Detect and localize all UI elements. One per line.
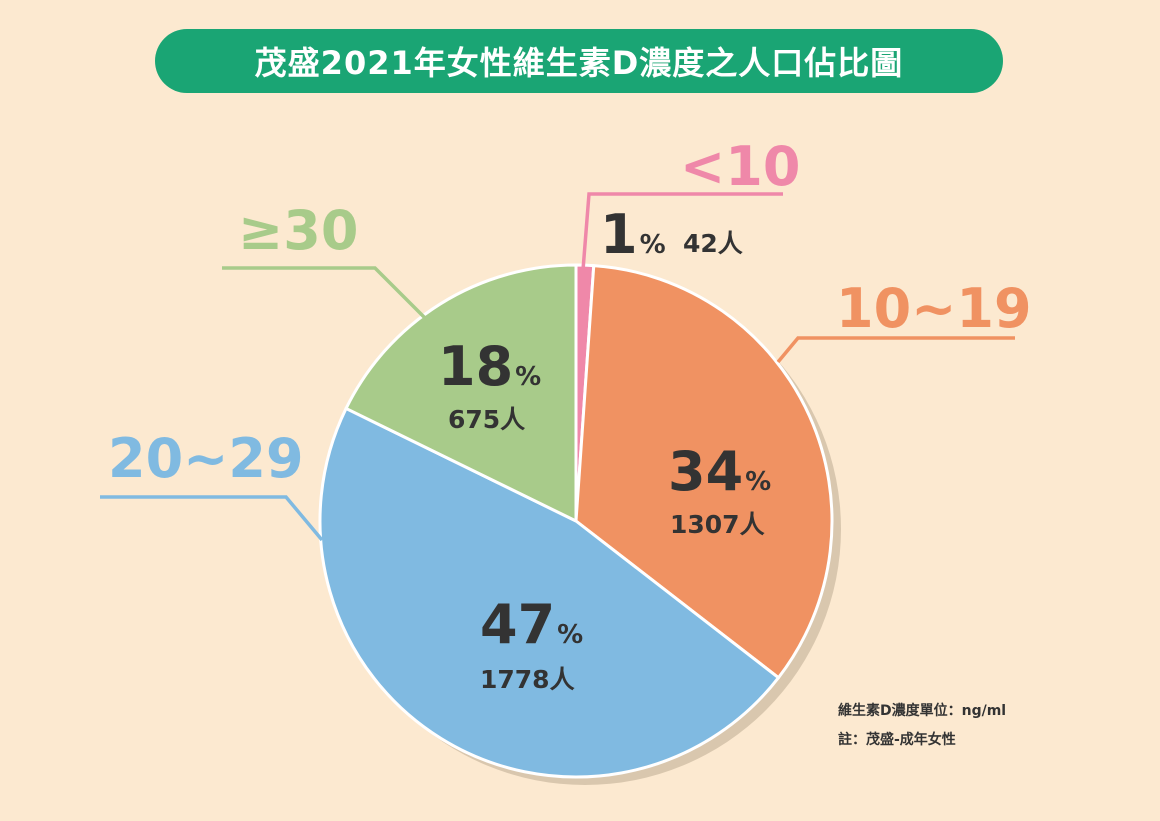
percent-label-10-19: 34% [668, 440, 772, 503]
count-label-20-29: 1778人 [480, 665, 575, 694]
count-label-ge30: 675人 [448, 405, 526, 434]
leader-line-0 [581, 192, 783, 271]
remark-note: 註：茂盛-成年女性 [838, 732, 956, 748]
pie-slice-3 [344, 263, 578, 523]
percent-label-ge30: 18% [438, 335, 542, 398]
percent-label-lt10: 1% [600, 203, 666, 266]
category-label-10-19: 10~19 [836, 277, 1032, 340]
count-label-10-19: 1307人 [670, 510, 765, 539]
chart-title: 茂盛2021年女性維生素D濃度之人口佔比圖 [155, 29, 1003, 93]
category-label-20-29: 20~29 [108, 427, 304, 490]
leader-line-2 [100, 495, 324, 542]
category-label-ge30: ≥30 [238, 199, 359, 262]
pie-slice-2 [318, 406, 780, 779]
category-label-lt10: <10 [680, 135, 801, 198]
count-label-lt10: 42人 [683, 229, 743, 258]
leader-line-3 [222, 266, 427, 320]
unit-note: 維生素D濃度單位：ng/ml [838, 703, 1007, 719]
pie-slice-1 [574, 264, 834, 680]
leader-line-1 [776, 336, 1015, 364]
percent-label-20-29: 47% [480, 593, 584, 656]
